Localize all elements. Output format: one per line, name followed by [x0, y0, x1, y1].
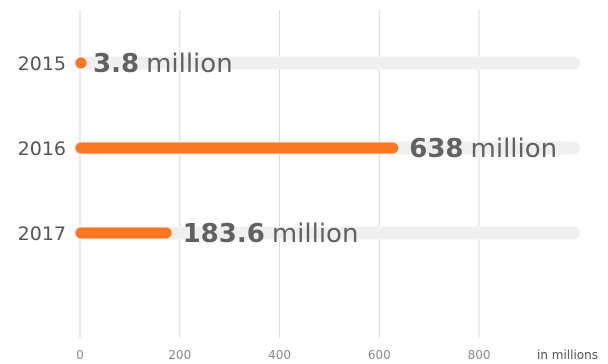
x-tick-label-800: 800 [468, 348, 491, 362]
x-tick-label-600: 600 [368, 348, 391, 362]
category-label-2016: 2016 [18, 138, 66, 160]
category-labels: 2015 2016 2017 [18, 53, 66, 245]
bars [75, 57, 399, 239]
value-unit-2016: million [471, 134, 558, 164]
value-unit-2017: million [272, 219, 359, 249]
value-label-2015: 3.8 million [93, 49, 233, 79]
x-tick-label-200: 200 [168, 348, 191, 362]
bar-track-2017 [73, 226, 580, 240]
category-label-2015: 2015 [18, 53, 66, 75]
x-axis-ticks: 0 200 400 600 800 [76, 348, 490, 362]
x-tick-label-400: 400 [268, 348, 291, 362]
category-label-2017: 2017 [18, 223, 66, 245]
value-number-2015: 3.8 [93, 49, 139, 79]
value-number-2016: 638 [409, 134, 463, 164]
value-label-2017: 183.6 million [183, 219, 359, 249]
x-tick-label-0: 0 [76, 348, 84, 362]
value-number-2017: 183.6 [183, 219, 265, 249]
bar-2016 [75, 142, 399, 154]
x-axis-unit-label: in millions [537, 348, 598, 362]
value-unit-2015: million [146, 49, 233, 79]
value-label-2016: 638 million [409, 134, 557, 164]
bar-2015 [75, 57, 87, 69]
bar-track-2015 [73, 56, 580, 70]
bar-tracks [73, 56, 580, 240]
bar-2017 [75, 227, 172, 239]
